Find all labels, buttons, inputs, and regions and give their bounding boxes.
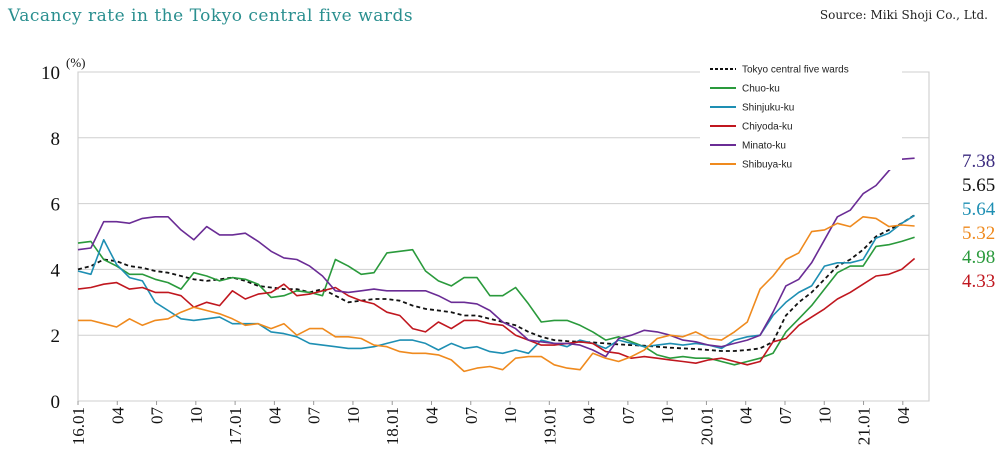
- chart-title: Vacancy rate in the Tokyo central five w…: [8, 6, 414, 26]
- end-value-label: 5.64: [962, 199, 996, 220]
- series-line-chiyoda-ku: [77, 257, 916, 366]
- x-tick-label: 10: [187, 407, 206, 424]
- x-tick-label: 18.01: [383, 407, 402, 445]
- x-tick-label: 10: [815, 407, 834, 424]
- legend-label: Shibuya-ku: [742, 160, 792, 171]
- y-tick-label: 2: [51, 326, 61, 347]
- x-tick-label: 10: [344, 407, 363, 424]
- x-tick-label: 07: [776, 407, 795, 425]
- y-tick-label: 8: [51, 129, 61, 150]
- x-tick-label: 07: [305, 407, 324, 425]
- x-tick-label: 04: [108, 407, 127, 425]
- legend-label: Chiyoda-ku: [742, 122, 793, 133]
- x-axis-ticks: 16.01 04 07 10 17.01 04 07 10 18.01 04 07 10 19.01 04…: [69, 401, 913, 445]
- y-tick-label: 0: [51, 392, 61, 413]
- y-tick-label: 10: [41, 63, 60, 84]
- x-tick-label: 16.01: [69, 407, 88, 445]
- chart-source: Source: Miki Shoji Co., Ltd.: [819, 8, 988, 22]
- legend-label: Chuo-ku: [742, 84, 780, 95]
- end-value-label: 4.98: [962, 247, 995, 268]
- end-value-label: 5.65: [962, 175, 995, 196]
- x-tick-label: 10: [501, 407, 520, 424]
- x-tick-label: 21.01: [855, 407, 874, 445]
- end-value-label: 4.33: [962, 271, 995, 292]
- x-tick-label: 07: [148, 407, 167, 425]
- x-tick-label: 04: [580, 407, 599, 425]
- x-tick-label: 20.01: [697, 407, 716, 445]
- legend-label: Shinjuku-ku: [742, 103, 794, 114]
- x-tick-label: 17.01: [226, 407, 245, 445]
- x-tick-label: 07: [619, 407, 638, 425]
- x-tick-label: 04: [737, 407, 756, 425]
- x-tick-label: 07: [462, 407, 481, 425]
- legend-label: Tokyo central five wards: [742, 65, 849, 76]
- end-value-labels: 7.38 5.65 5.64 5.32 4.98 4.33: [962, 151, 996, 292]
- y-tick-label: 6: [51, 195, 61, 216]
- series-lines: [77, 157, 916, 373]
- x-tick-label: 10: [658, 407, 677, 424]
- end-value-label: 7.38: [962, 151, 995, 172]
- gridlines: [77, 71, 930, 402]
- series-line-minato-ku: [77, 157, 915, 358]
- series-line-shibuya-ku: [78, 216, 915, 373]
- legend-label: Minato-ku: [742, 141, 786, 152]
- legend: Tokyo central five wards Chuo-ku Shinjuku-…: [700, 58, 902, 171]
- y-axis-unit: (%): [66, 55, 86, 70]
- y-tick-label: 4: [51, 260, 61, 281]
- series-line-shinjuku-ku: [77, 214, 916, 355]
- end-value-label: 5.32: [962, 223, 995, 244]
- y-axis-ticks: 0 2 4 6 8 10: [41, 63, 61, 413]
- x-tick-label: 04: [265, 407, 284, 425]
- series-line-chuo-ku: [77, 236, 915, 366]
- series-line-tokyo-central-five-wards: [77, 214, 916, 352]
- x-tick-label: 19.01: [540, 407, 559, 445]
- x-tick-label: 04: [422, 407, 441, 425]
- x-tick-label: 04: [894, 407, 913, 425]
- legend-box: [700, 58, 902, 170]
